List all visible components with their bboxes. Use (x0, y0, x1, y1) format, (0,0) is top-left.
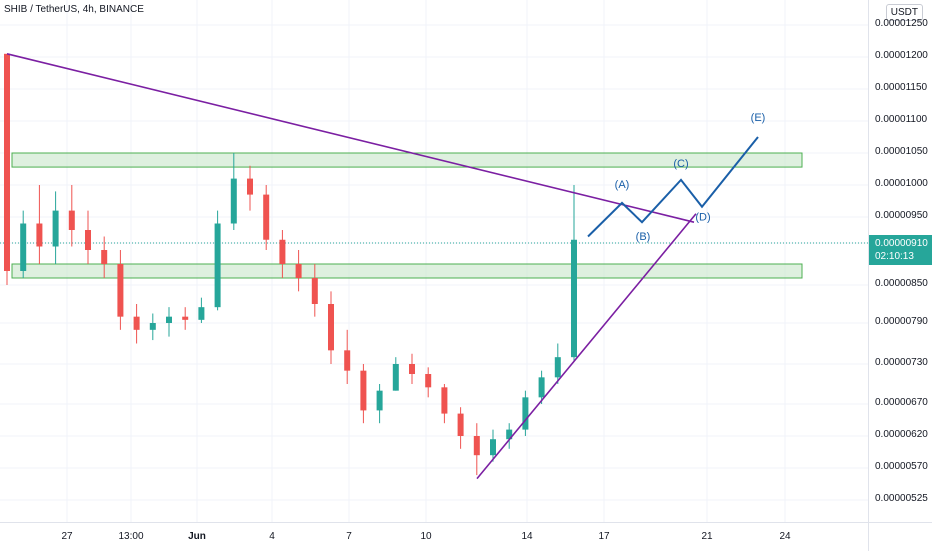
candle-body (20, 223, 27, 271)
current-price-label: 0.00000910 (875, 238, 928, 249)
descending-trendline (6, 53, 695, 223)
price-tick-label: 0.00000670 (875, 397, 928, 408)
candle-body (538, 377, 545, 398)
candle-body (149, 323, 156, 330)
candle-body (473, 436, 480, 456)
wave-label: (C) (673, 158, 688, 170)
time-tick-label: 4 (269, 531, 275, 542)
candle-body (457, 413, 464, 436)
support-zone (11, 263, 803, 279)
candle-body (117, 264, 124, 317)
candle-body (101, 250, 108, 264)
candle-body (490, 439, 496, 456)
price-axis[interactable]: USDT 0.00001250 0.00001200 0.00001150 0.000… (868, 0, 932, 522)
candle-body (425, 374, 432, 388)
chart-title: SHIB / TetherUS, 4h, BINANCE (4, 4, 144, 15)
candle-body (506, 429, 513, 440)
current-price-tag: 0.00000910 02:10:13 (869, 235, 932, 265)
candle-body (360, 370, 367, 411)
time-tick-label: 14 (521, 531, 533, 542)
candle-body (554, 357, 561, 378)
projected-wave-path (587, 136, 759, 238)
wave-label: (A) (615, 179, 630, 191)
price-tick-label: 0.00001050 (875, 146, 928, 157)
bar-countdown-label: 02:10:13 (875, 251, 914, 262)
price-tick-label: 0.00000950 (875, 210, 928, 221)
candlestick-chart[interactable]: (A) (B) (C) (D) (E) (0, 0, 868, 522)
price-tick-label: 0.00000570 (875, 461, 928, 472)
time-tick-label: 7 (346, 531, 352, 542)
price-tick-label: 0.00000790 (875, 316, 928, 327)
candle-body (52, 210, 59, 247)
wave-label: (B) (636, 231, 651, 243)
wave-label: (E) (751, 112, 766, 124)
candle-body (68, 210, 75, 230)
resistance-zone (11, 152, 803, 168)
candle-body (247, 178, 253, 195)
price-tick-label: 0.00000850 (875, 278, 928, 289)
chart-plot-area[interactable]: (A) (B) (C) (D) (E) SHIB / TetherUS, 4h, BIN… (0, 0, 868, 522)
candle-body (571, 239, 577, 358)
time-tick-label: 24 (779, 531, 791, 542)
time-tick-label: 27 (61, 531, 73, 542)
candle-body (376, 390, 383, 411)
candle-body (85, 230, 91, 250)
candle-body (409, 364, 415, 374)
price-tick-label: 0.00000730 (875, 357, 928, 368)
candle-body (133, 316, 140, 330)
candle-body (166, 316, 172, 323)
candle-body (279, 239, 286, 264)
candle-body (311, 278, 318, 304)
currency-button[interactable]: USDT (885, 4, 923, 21)
candle-body (522, 397, 529, 430)
wave-label: (D) (695, 211, 710, 223)
time-tick-label: 17 (598, 531, 610, 542)
time-tick-label: 10 (420, 531, 432, 542)
candle-body (214, 223, 221, 308)
time-axis[interactable]: 27 13:00 Jun 4 7 10 14 17 21 24 (0, 522, 868, 551)
candle-body (36, 223, 43, 247)
price-tick-label: 0.00001250 (875, 18, 928, 29)
price-tick-label: 0.00000620 (875, 429, 928, 440)
price-tick-label: 0.00001100 (875, 114, 928, 125)
candle-body (344, 350, 351, 371)
candle-body (198, 307, 205, 320)
candle-body (392, 364, 399, 391)
candle-body (182, 316, 189, 320)
candle-body (328, 304, 334, 351)
candle-body (230, 178, 237, 224)
candle-body (441, 387, 448, 414)
axis-corner (868, 522, 932, 551)
price-tick-label: 0.00001000 (875, 178, 928, 189)
candle-body (263, 194, 270, 240)
price-tick-label: 0.00001150 (875, 82, 928, 93)
time-tick-label: Jun (188, 531, 206, 542)
candle-body (295, 264, 302, 278)
price-tick-label: 0.00001200 (875, 50, 928, 61)
price-tick-label: 0.00000525 (875, 493, 928, 504)
time-tick-label: 13:00 (118, 531, 144, 542)
time-tick-label: 21 (701, 531, 713, 542)
candle-body (4, 53, 10, 271)
ascending-trendline (476, 213, 697, 480)
